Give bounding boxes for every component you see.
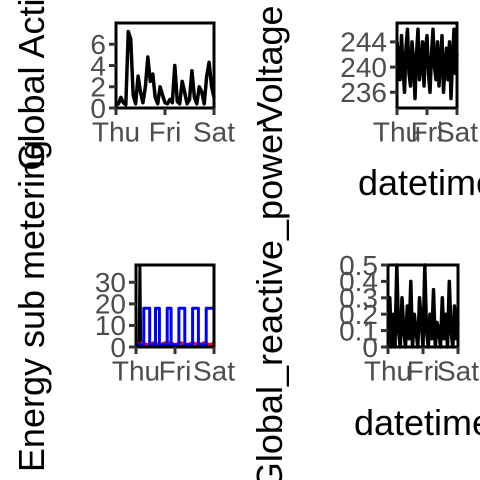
x-tick-label: Sat <box>193 356 235 387</box>
x-axis-title: datetime <box>358 162 480 203</box>
y-tick-label: 240 <box>340 52 387 83</box>
y-tick-label: 10 <box>95 310 126 341</box>
x-tick-label: Fri <box>407 356 440 387</box>
x-tick-label: Thu <box>364 356 412 387</box>
y-tick-label: 0 <box>110 332 126 363</box>
y-tick-label: 0.1 <box>339 315 378 346</box>
x-tick-label: Sat <box>436 117 478 148</box>
y-axis-title: Energy sub metering <box>11 140 52 472</box>
x-tick-label: Thu <box>373 117 421 148</box>
y-tick-label: 0 <box>362 332 378 363</box>
y-axis-title: Voltage <box>249 5 290 125</box>
y-tick-label: 2 <box>90 72 106 103</box>
series-line-1 <box>395 27 459 101</box>
y-tick-label: 244 <box>340 27 387 58</box>
x-tick-label: Fri <box>149 117 182 148</box>
y-tick-label: 20 <box>95 289 126 320</box>
series-line-3 <box>136 306 214 347</box>
x-tick-label: Fri <box>159 356 192 387</box>
y-tick-label: 30 <box>95 267 126 298</box>
x-axis-title: datetime <box>354 402 480 443</box>
x-tick-label: Thu <box>92 117 140 148</box>
y-tick-label: 0.4 <box>339 266 378 297</box>
y-axis-title: Global_reactive_power <box>249 122 290 480</box>
y-tick-label: 0.2 <box>339 299 378 330</box>
y-tick-label: 0 <box>90 93 106 124</box>
y-tick-label: 236 <box>340 77 387 108</box>
x-tick-label: Sat <box>437 356 479 387</box>
y-tick-label: 6 <box>90 29 106 60</box>
y-tick-label: 0.3 <box>339 283 378 314</box>
y-tick-label: 4 <box>90 50 106 81</box>
series-line-1 <box>115 29 216 107</box>
x-tick-label: Fri <box>411 117 444 148</box>
y-axis-title: Global Active <box>11 0 52 171</box>
x-tick-label: Sat <box>193 117 235 148</box>
x-tick-label: Thu <box>112 356 160 387</box>
y-tick-label: 0.5 <box>339 250 378 281</box>
